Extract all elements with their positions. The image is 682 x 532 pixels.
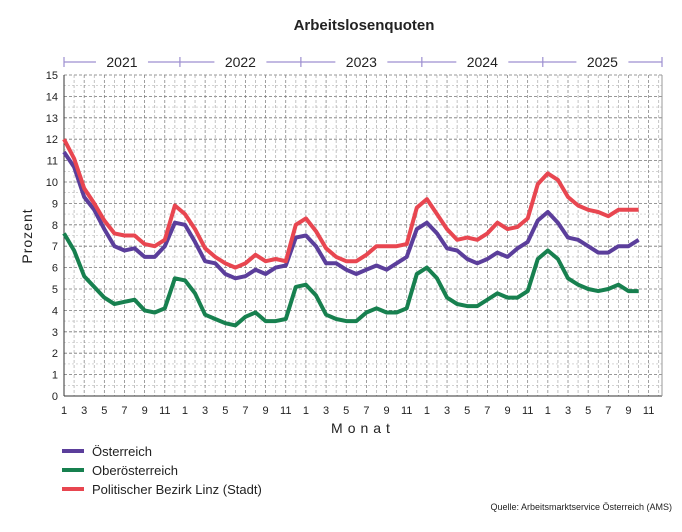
- y-tick-label: 4: [52, 305, 58, 317]
- year-label: 2025: [587, 54, 618, 70]
- y-tick-label: 2: [52, 348, 58, 360]
- x-tick-label: 7: [363, 405, 369, 417]
- year-label: 2024: [467, 54, 498, 70]
- legend: Österreich Oberösterreich Politischer Bezi…: [62, 444, 262, 497]
- legend-label: Oberösterreich: [92, 463, 178, 478]
- x-tick-label: 9: [142, 405, 148, 417]
- x-axis: 1 3 5 7 9 11 1 3 5 7 9 11 1 3 5 7 9 11 1 3 5 7 9 11 1 3 5 7 9 11: [61, 405, 654, 417]
- y-tick-label: 13: [46, 113, 58, 125]
- y-tick-label: 12: [46, 134, 58, 146]
- x-tick-label: 5: [585, 405, 591, 417]
- x-tick-label: 5: [343, 405, 349, 417]
- y-tick-label: 11: [47, 156, 58, 168]
- year-bar: 2021 2022 2023 2024 2025: [63, 54, 663, 70]
- x-tick-label: 3: [444, 405, 450, 417]
- x-tick-label: 9: [383, 405, 389, 417]
- x-tick-label: 7: [242, 405, 248, 417]
- y-tick-label: 6: [52, 263, 58, 275]
- x-tick-label: 11: [522, 405, 533, 417]
- x-tick-label: 5: [464, 405, 470, 417]
- y-tick-label: 3: [52, 327, 58, 339]
- y-axis-label: Prozent: [19, 208, 35, 263]
- x-tick-label: 11: [643, 405, 654, 417]
- legend-label: Österreich: [92, 444, 152, 459]
- x-tick-label: 3: [323, 405, 329, 417]
- legend-label: Politischer Bezirk Linz (Stadt): [92, 482, 262, 497]
- x-tick-label: 7: [605, 405, 611, 417]
- series-lines: [62, 138, 640, 328]
- year-label: 2022: [225, 54, 256, 70]
- x-tick-label: 3: [202, 405, 208, 417]
- y-tick-label: 0: [52, 391, 58, 403]
- x-tick-label: 1: [61, 405, 67, 417]
- series-line: [62, 232, 639, 328]
- series-line: [62, 138, 639, 270]
- year-label: 2023: [346, 54, 377, 70]
- x-tick-label: 5: [222, 405, 228, 417]
- y-tick-label: 9: [52, 198, 58, 210]
- x-tick-label: 11: [280, 405, 291, 417]
- x-tick-label: 11: [401, 405, 412, 417]
- x-tick-label: 5: [101, 405, 107, 417]
- x-tick-label: 1: [545, 405, 551, 417]
- y-tick-label: 7: [52, 241, 58, 253]
- x-tick-label: 9: [504, 405, 510, 417]
- chart-title: Arbeitslosenquoten: [294, 17, 435, 34]
- y-tick-label: 14: [46, 91, 58, 103]
- y-tick-label: 1: [52, 370, 58, 382]
- x-tick-label: 3: [565, 405, 571, 417]
- x-tick-label: 7: [484, 405, 490, 417]
- x-tick-label: 1: [303, 405, 309, 417]
- x-tick-label: 11: [159, 405, 170, 417]
- x-tick-label: 3: [81, 405, 87, 417]
- y-tick-label: 8: [52, 220, 58, 232]
- x-tick-label: 9: [263, 405, 269, 417]
- x-tick-label: 1: [424, 405, 430, 417]
- y-tick-label: 15: [46, 70, 58, 82]
- year-label: 2021: [106, 54, 137, 70]
- x-tick-label: 1: [182, 405, 188, 417]
- x-tick-label: 7: [121, 405, 127, 417]
- series-line: [62, 150, 640, 281]
- y-tick-label: 10: [46, 177, 58, 189]
- source-note: Quelle: Arbeitsmarktservice Österreich (…: [490, 502, 672, 512]
- grid: [63, 74, 663, 397]
- x-axis-label: Monat: [331, 420, 395, 436]
- x-tick-label: 9: [625, 405, 631, 417]
- y-tick-label: 5: [52, 284, 58, 296]
